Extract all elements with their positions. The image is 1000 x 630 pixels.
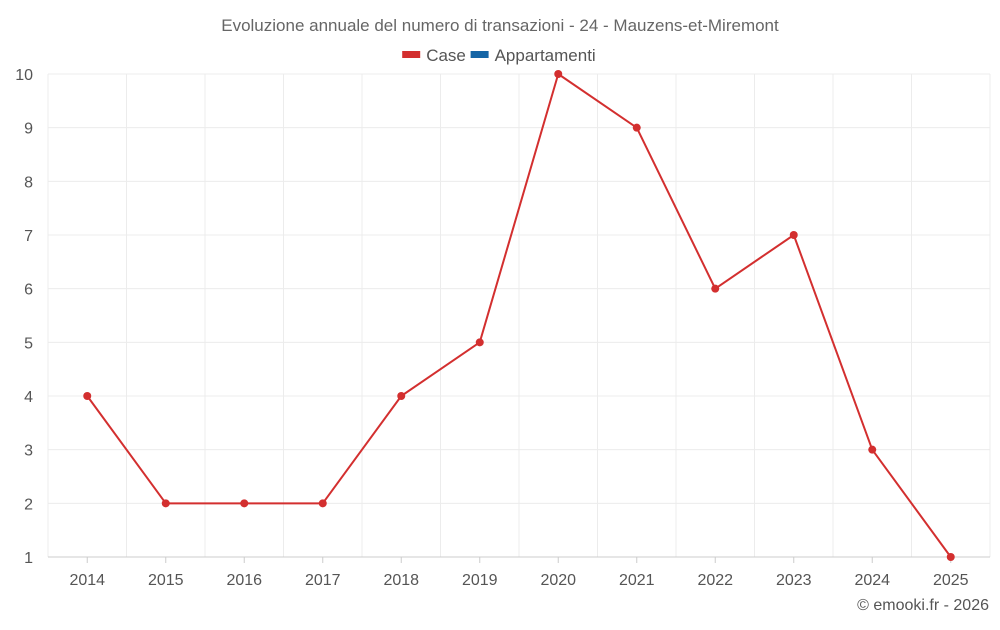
data-point[interactable] [475, 338, 484, 347]
y-tick-label: 10 [15, 67, 33, 84]
data-point[interactable] [946, 553, 955, 561]
data-point[interactable] [318, 499, 327, 508]
x-tick-label: 2014 [69, 572, 105, 589]
x-tick-label: 2021 [619, 572, 655, 589]
data-point[interactable] [632, 123, 641, 132]
x-axis: 2014 2015 2016 2017 2018 2019 2020 2021 2022 2023… [48, 556, 990, 589]
y-tick-label: 2 [24, 496, 33, 513]
y-tick-label: 3 [24, 443, 33, 460]
y-tick-label: 1 [24, 550, 33, 567]
x-tick-label: 2018 [383, 572, 419, 589]
x-tick-label: 2024 [854, 572, 890, 589]
y-tick-label: 4 [24, 389, 33, 406]
data-point[interactable] [554, 70, 563, 78]
x-tick-label: 2016 [226, 572, 262, 589]
x-tick-label: 2019 [462, 572, 498, 589]
gridlines [47, 73, 991, 558]
legend-label: Case [426, 46, 466, 65]
legend-swatch [470, 51, 489, 58]
data-point[interactable] [868, 445, 877, 454]
data-point[interactable] [789, 231, 798, 239]
x-tick-label: 2020 [540, 572, 576, 589]
x-tick-label: 2017 [305, 572, 341, 589]
data-point[interactable] [161, 499, 170, 508]
credit-text: © emooki.fr - 2026 [857, 597, 989, 614]
data-point[interactable] [83, 392, 92, 400]
x-tick-label: 2025 [933, 572, 969, 589]
legend-label: Appartamenti [495, 46, 596, 65]
legend: Case Appartamenti [402, 46, 596, 65]
series-line [86, 73, 952, 558]
data-point[interactable] [397, 392, 406, 400]
y-tick-label: 7 [24, 228, 33, 245]
data-point[interactable] [240, 499, 249, 508]
x-tick-label: 2015 [148, 572, 184, 589]
y-tick-label: 5 [24, 335, 33, 352]
series-layer [83, 70, 955, 561]
legend-item[interactable]: Appartamenti [470, 46, 596, 65]
y-tick-label: 9 [24, 121, 33, 138]
y-axis: 1 2 3 4 5 6 7 8 9 10 [15, 67, 33, 567]
chart-title: Evoluzione annuale del numero di transaz… [221, 16, 779, 35]
legend-item[interactable]: Case [402, 46, 466, 65]
y-tick-label: 8 [24, 174, 33, 191]
legend-swatch [402, 51, 421, 58]
x-tick-label: 2023 [776, 572, 812, 589]
y-tick-label: 6 [24, 282, 33, 299]
data-point[interactable] [711, 284, 720, 293]
x-tick-label: 2022 [697, 572, 733, 589]
